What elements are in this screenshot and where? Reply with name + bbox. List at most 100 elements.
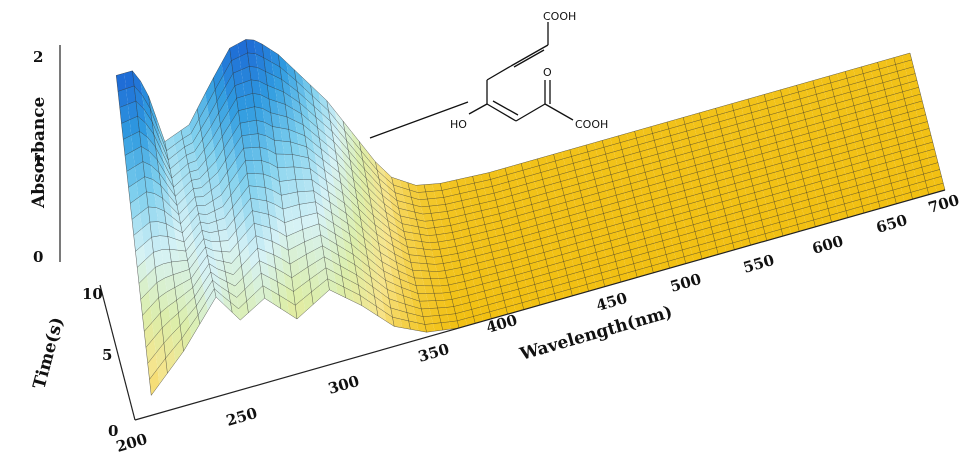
surface-patch	[351, 131, 361, 151]
surface-patch	[848, 149, 859, 159]
surface-patch	[867, 121, 878, 131]
surface-patch	[907, 176, 918, 186]
mesh-line-time	[294, 69, 330, 290]
surface-patch	[905, 66, 916, 76]
surface-patch	[761, 217, 772, 227]
surface-patch	[439, 247, 450, 257]
surface-patch	[142, 161, 153, 180]
surface-patch	[633, 224, 643, 234]
surface-patch	[709, 115, 720, 125]
surface-patch	[390, 266, 400, 280]
surface-patch	[568, 279, 579, 289]
surface-patch	[351, 169, 362, 189]
surface-patch	[253, 40, 264, 58]
surface-patch	[774, 199, 785, 209]
surface-patch	[313, 142, 323, 160]
surface-patch	[477, 195, 488, 204]
surface-patch	[407, 246, 418, 256]
surface-patch	[653, 167, 664, 177]
surface-patch	[634, 231, 645, 241]
surface-patch	[549, 204, 560, 214]
surface-patch	[214, 136, 224, 162]
surface-patch	[376, 195, 386, 213]
surface-patch	[480, 238, 491, 248]
surface-patch	[482, 245, 492, 255]
surface-patch	[860, 130, 871, 140]
mesh-line-wavelength	[133, 121, 928, 258]
surface-patch	[255, 53, 266, 72]
surface-patch	[302, 226, 313, 242]
surface-patch	[227, 160, 238, 184]
surface-patch	[635, 202, 646, 212]
surface-patch	[918, 151, 929, 161]
surface-patch	[229, 242, 240, 264]
surface-patch	[833, 123, 843, 134]
surface-patch	[327, 228, 337, 245]
surface-patch	[448, 216, 459, 226]
surface-patch	[174, 282, 185, 301]
surface-patch	[760, 181, 771, 191]
surface-patch	[921, 164, 932, 175]
surface-patch	[871, 171, 882, 181]
surface-patch	[567, 272, 577, 283]
surface-patch	[666, 252, 676, 262]
surface-patch	[380, 186, 391, 202]
surface-patch	[180, 315, 190, 339]
surface-patch	[208, 101, 219, 128]
surface-patch	[745, 156, 756, 166]
surface-patch	[254, 285, 265, 306]
mesh-line-wavelength	[116, 39, 911, 186]
surface-patch	[390, 307, 401, 320]
surface-patch	[499, 211, 510, 221]
surface-patch	[700, 183, 711, 193]
surface-patch	[457, 214, 467, 224]
mesh-line-time	[861, 66, 897, 204]
surface-patch	[696, 133, 707, 143]
surface-patch	[161, 249, 172, 264]
surface-patch	[837, 71, 847, 81]
surface-patch	[424, 323, 435, 333]
surface-patch	[506, 238, 517, 248]
surface-patch	[291, 204, 301, 220]
surface-patch	[677, 227, 687, 237]
surface-patch	[715, 208, 726, 218]
surface-patch	[445, 269, 455, 278]
surface-patch	[418, 263, 429, 272]
surface-patch	[387, 220, 398, 234]
surface-patch	[243, 147, 254, 161]
surface-patch	[665, 149, 676, 159]
surface-patch	[434, 293, 444, 301]
surface-patch	[564, 229, 575, 239]
surface-patch	[450, 186, 460, 196]
surface-patch	[699, 213, 710, 223]
mesh-line-time	[828, 75, 865, 214]
surface-patch	[263, 174, 274, 191]
surface-patch	[358, 285, 369, 301]
surface-patch	[377, 170, 387, 186]
surface-patch	[314, 153, 325, 171]
surface-patch	[581, 261, 592, 271]
surface-patch	[730, 233, 741, 243]
surface-patch	[878, 199, 889, 209]
surface-patch	[797, 156, 808, 166]
surface-patch	[798, 192, 809, 202]
surface-patch	[281, 79, 292, 98]
surface-patch	[902, 155, 912, 165]
surface-patch	[650, 124, 661, 134]
surface-patch	[485, 193, 496, 202]
surface-patch	[286, 116, 297, 133]
surface-patch	[765, 165, 776, 175]
surface-patch	[863, 174, 874, 184]
surface-patch	[740, 238, 751, 248]
surface-patch	[239, 244, 250, 266]
surface-patch	[603, 144, 614, 155]
surface-patch	[853, 66, 864, 76]
surface-patch	[753, 117, 764, 127]
surface-patch	[697, 206, 708, 216]
surface-patch	[672, 176, 683, 186]
surface-patch	[594, 279, 605, 289]
surface-patch	[853, 103, 864, 113]
surface-patch	[285, 104, 296, 121]
surface-patch	[454, 274, 465, 284]
surface-patch	[714, 201, 724, 211]
